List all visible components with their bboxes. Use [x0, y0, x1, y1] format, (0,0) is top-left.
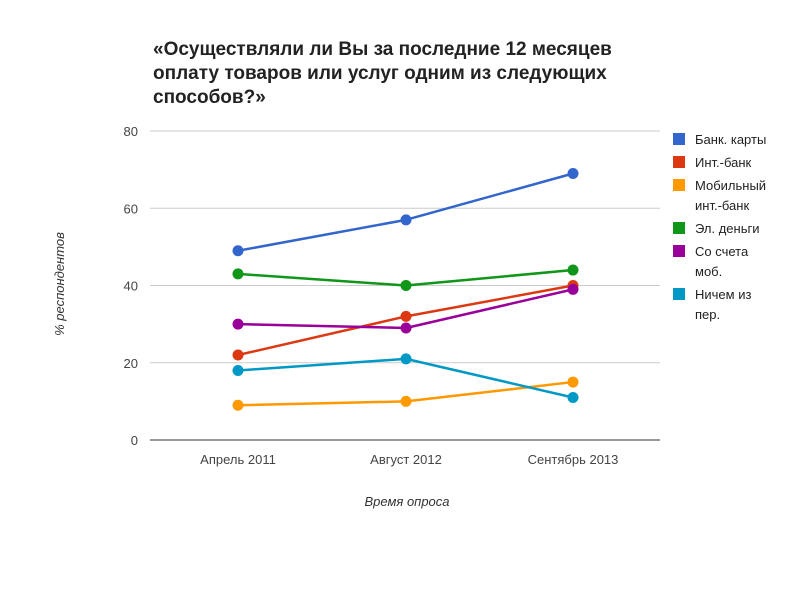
series-5 [232, 353, 579, 404]
data-point [232, 245, 244, 257]
data-point [400, 280, 412, 291]
legend-swatch [673, 133, 685, 145]
data-point [567, 376, 579, 388]
data-point [400, 310, 412, 322]
data-point [400, 353, 412, 365]
legend-item: Эл. деньги [673, 221, 760, 236]
y-axis-ticks: 0 20 40 60 80 [124, 124, 138, 448]
legend-label: Эл. деньги [695, 221, 760, 236]
data-point [567, 283, 579, 295]
data-point [232, 268, 244, 280]
x-tick-label: Сентябрь 2013 [528, 452, 619, 467]
series-4 [232, 283, 579, 334]
legend-label: Ничем из [695, 287, 751, 302]
legend-swatch [673, 245, 685, 257]
x-axis-ticks: Апрель 2011 Август 2012 Сентябрь 2013 [200, 452, 618, 467]
series-0 [232, 167, 579, 257]
legend-swatch [673, 222, 685, 234]
data-point [567, 264, 579, 276]
data-point [232, 349, 244, 361]
legend-item: Со счета моб. [673, 244, 749, 279]
series-lines [232, 167, 579, 411]
data-point [232, 318, 244, 330]
legend-label: Банк. карты [695, 132, 766, 147]
legend-label: инт.-банк [695, 198, 749, 213]
legend-label: моб. [695, 264, 722, 279]
legend-swatch [673, 179, 685, 191]
legend-item: Банк. карты [673, 132, 766, 147]
x-tick-label: Апрель 2011 [200, 452, 276, 467]
data-point [400, 214, 412, 226]
x-axis-title: Время опроса [364, 494, 449, 509]
data-point [400, 322, 412, 334]
legend-label: Инт.-банк [695, 155, 752, 170]
legend: Банк. карты Инт.-банк Мобильный инт.-банк Эл… [673, 132, 766, 322]
legend-swatch [673, 156, 685, 168]
legend-swatch [673, 288, 685, 300]
data-point [567, 392, 579, 404]
legend-label: Со счета [695, 244, 749, 259]
legend-item: Ничем из пер. [673, 287, 751, 322]
series-3 [232, 264, 579, 291]
series-2 [232, 376, 579, 411]
legend-label: Мобильный [695, 178, 766, 193]
chart-title: «Осуществляли ли Вы за последние 12 меся… [153, 39, 612, 108]
data-point [400, 395, 412, 407]
data-point [232, 399, 244, 411]
y-tick-label: 60 [124, 201, 138, 216]
data-point [232, 364, 244, 376]
series-line [237, 172, 574, 252]
y-tick-label: 20 [124, 356, 138, 371]
y-tick-label: 0 [131, 433, 138, 448]
y-axis-title: % респондентов [52, 232, 67, 336]
series-line [237, 357, 574, 399]
series-1 [232, 280, 579, 361]
legend-label: пер. [695, 307, 720, 322]
data-point [567, 167, 579, 179]
legend-item: Инт.-банк [673, 155, 752, 170]
legend-item: Мобильный инт.-банк [673, 178, 766, 213]
x-tick-label: Август 2012 [370, 452, 442, 467]
y-tick-label: 40 [124, 279, 138, 294]
y-tick-label: 80 [124, 124, 138, 139]
